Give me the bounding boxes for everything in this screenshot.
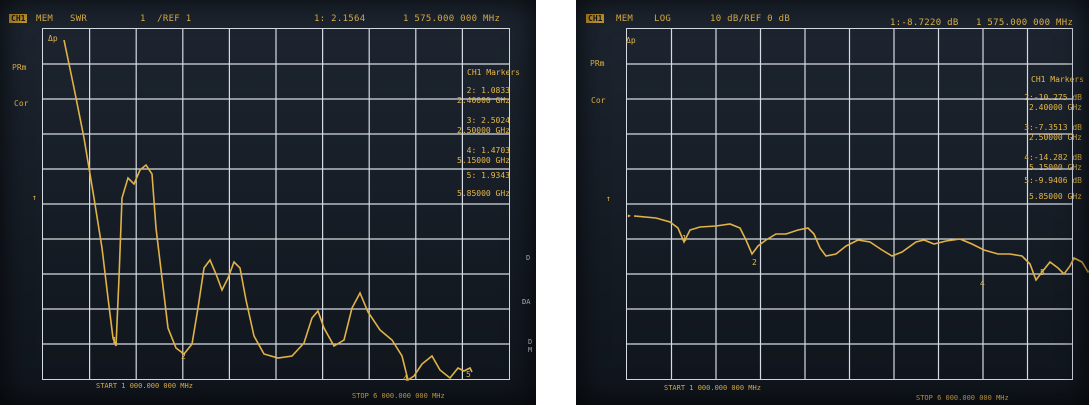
channel-badge: CH1 [586, 14, 605, 23]
reference-level-marker: ▸ [627, 211, 632, 220]
start-frequency: START 1 000.000 000 MHz [664, 384, 761, 392]
marker-2-frequency: 2.40000 GHz [1029, 103, 1082, 112]
marker-1-flag: 1 [682, 234, 687, 243]
marker-3-value: 3: 2.5024 [466, 116, 510, 125]
softkey-label-1: D [526, 254, 531, 262]
markers-title: CH1 Markers [467, 68, 520, 77]
markers-title: CH1 Markers [1031, 75, 1084, 84]
log-mag-trace [633, 215, 1089, 282]
format-label: SWR [70, 14, 88, 24]
memory-label: MEM [616, 14, 634, 24]
marker1-frequency: 1 575.000 000 MHz [976, 18, 1074, 28]
marker-4-value: 4: 1.4703 [466, 146, 510, 155]
marker-4-flag: 4 [403, 374, 408, 383]
marker-5-flag: 5 [466, 370, 471, 379]
marker-1-flag: 1 [112, 336, 117, 345]
reference-arrow-icon: ↑ [606, 194, 611, 203]
marker-5-flag: 5 [1040, 268, 1045, 277]
side-label-prm: PRm [12, 63, 27, 72]
softkey-label-3: D M [528, 338, 533, 354]
marker-4-flag: 4 [980, 279, 985, 288]
marker1-readout: 1:-8.7220 dB [890, 18, 959, 28]
grid-lines [627, 29, 1072, 379]
measurement-grid [626, 28, 1073, 380]
marker-2-flag: 2 [752, 258, 757, 267]
marker-3-value: 3:-7.3513 dB [1024, 123, 1082, 132]
side-label-cor: Cor [14, 99, 29, 108]
marker-4-value: 4:-14.282 dB [1024, 153, 1082, 162]
marker-2-flag: 2 [181, 352, 186, 361]
active-marker-label: Δp [626, 36, 636, 45]
memory-label: MEM [36, 14, 54, 24]
stop-frequency: STOP 6 000.000 000 MHz [916, 394, 1009, 402]
start-frequency: START 1 000.000 000 MHz [96, 382, 193, 390]
swr-trace [63, 39, 473, 382]
marker-3-frequency: 2.50000 GHz [457, 126, 510, 135]
marker-5-frequency: 5.85000 GHz [457, 189, 510, 198]
channel-badge: CH1 [9, 14, 28, 23]
active-marker-label: Δp [48, 34, 58, 43]
marker-2-frequency: 2.40000 GHz [457, 96, 510, 105]
marker-4-frequency: 5.15000 GHz [1029, 163, 1082, 172]
stop-frequency: STOP 6 000.000 000 MHz [352, 392, 445, 400]
swr-screen: CH1 MEM SWR 1 /REF 1 1: 2.1564 1 575.000… [0, 0, 536, 405]
marker-5-frequency: 5.85000 GHz [1029, 192, 1082, 201]
marker-5-value: 5:-9.9406 dB [1024, 176, 1082, 185]
marker1-readout: 1: 2.1564 [314, 14, 366, 24]
marker1-frequency: 1 575.000 000 MHz [403, 14, 501, 24]
marker-4-frequency: 5.15000 GHz [457, 156, 510, 165]
reference-arrow-icon: ↑ [32, 193, 37, 202]
marker-5-value: 5: 1.9343 [466, 171, 510, 180]
scale-label: 1 /REF 1 [140, 14, 192, 24]
marker-2-value: 2: 1.0833 [466, 86, 510, 95]
marker-3-frequency: 2.50000 GHz [1029, 133, 1082, 142]
scale-label: 10 dB/REF 0 dB [710, 14, 791, 24]
softkey-label-2: DA [522, 298, 531, 306]
log-mag-screen: CH1 MEM LOG 10 dB/REF 0 dB 1:-8.7220 dB … [576, 0, 1089, 405]
side-label-prm: PRm [590, 59, 605, 68]
marker-2-value: 2:-10.275 dB [1024, 93, 1082, 102]
format-label: LOG [654, 14, 672, 24]
side-label-cor: Cor [591, 96, 606, 105]
